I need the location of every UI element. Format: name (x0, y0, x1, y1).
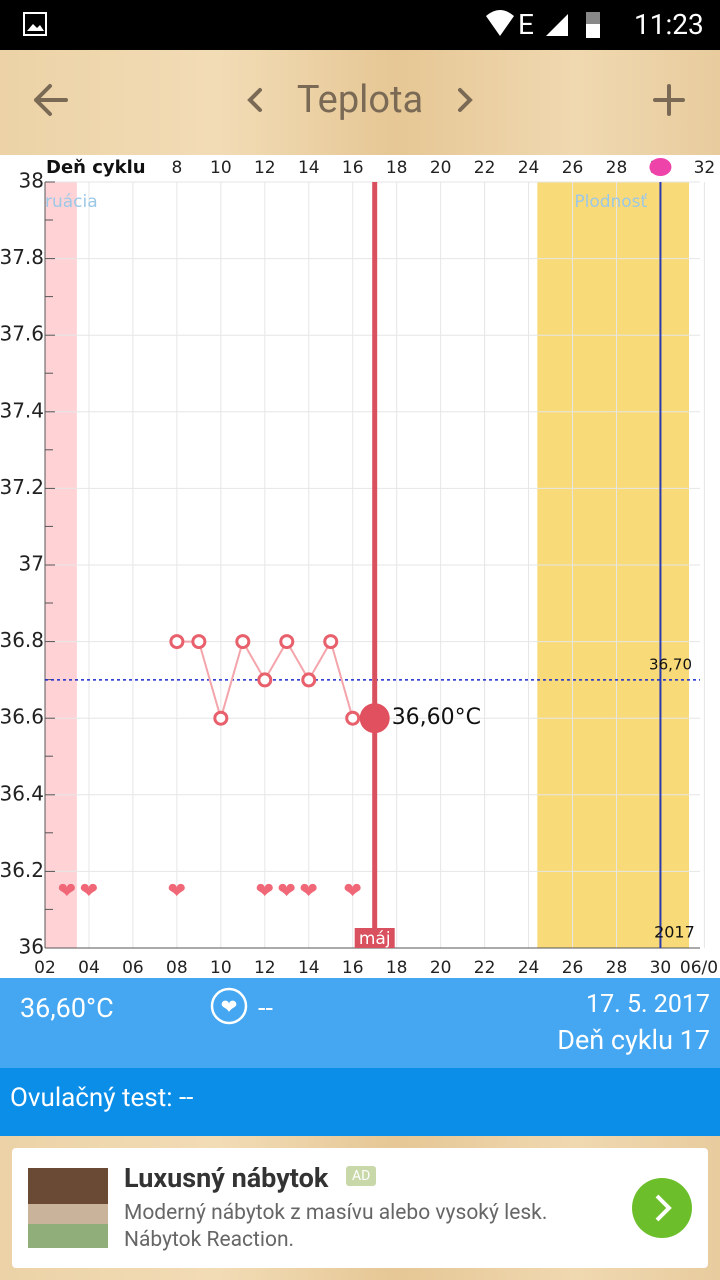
x-top-tick-label: 20 (430, 158, 452, 178)
prev-button[interactable] (247, 88, 262, 112)
x-tick-label: 28 (606, 958, 628, 978)
x-top-tick-label: 10 (210, 158, 232, 178)
temperature-line (176, 639, 375, 722)
info-panel: 36,60°C ❤ -- 17. 5. 2017 Deň cyklu 17 (0, 978, 720, 1068)
ad-card[interactable]: Luxusný nábytok AD Moderný nábytok z mas… (12, 1148, 708, 1268)
ad-go-button[interactable] (632, 1178, 692, 1238)
temperature-point (169, 634, 185, 650)
x-tick-label: 06/01 (680, 958, 720, 978)
x-tick-label: 14 (298, 958, 320, 978)
region-label: Plodnosť (574, 192, 647, 212)
y-tick-label: 36.8 (0, 628, 44, 652)
network-type: E (518, 8, 534, 41)
heart: ❤ (256, 879, 274, 904)
clock: 11:23 (634, 8, 704, 41)
x-tick-label: 22 (474, 958, 496, 978)
y-tick-label: 37 (19, 552, 44, 576)
x-top-tick-label: 24 (518, 158, 540, 178)
y-tick-label: 36.4 (0, 781, 44, 805)
temperature-point (235, 634, 251, 650)
y-tick-label: 36.6 (0, 705, 44, 729)
x-tick-label: 08 (166, 958, 188, 978)
temperature-point (345, 710, 361, 726)
y-tick-label: 37.4 (0, 398, 44, 422)
ad-line: Nábytok Reaction. (124, 1228, 295, 1252)
ad-badge: AD (346, 1166, 377, 1186)
toolbar: Teplota (0, 50, 720, 155)
region-label: ruácia (45, 192, 98, 212)
x-top-title: Deň cyklu (46, 157, 146, 178)
intercourse: -- (258, 992, 273, 1024)
heart: ❤ (168, 879, 186, 904)
month-label-bg (354, 928, 395, 948)
cover-line-label: 36,70 (649, 655, 692, 673)
toolbar-icons (34, 84, 685, 116)
y-tick-label: 37.2 (0, 475, 44, 499)
ad-area: Luxusný nábytok AD Moderný nábytok z mas… (0, 1136, 720, 1280)
temperature-point (323, 634, 339, 650)
y-tick-label: 36.2 (0, 858, 44, 882)
cycle-day: Deň cyklu 17 (557, 1024, 710, 1056)
svg-text:❤: ❤ (221, 995, 238, 1019)
x-tick-label: 04 (78, 958, 100, 978)
temperature: 36,60°C (20, 992, 114, 1024)
x-tick-label: 24 (518, 958, 540, 978)
add-button[interactable] (653, 84, 685, 116)
heart: ❤ (80, 879, 98, 904)
heart: ❤ (343, 879, 361, 904)
x-top-tick-label: 8 (171, 158, 182, 178)
x-tick-label: 20 (430, 958, 452, 978)
temperature-point (257, 672, 273, 688)
x-top-tick-label: 32 (694, 158, 716, 178)
x-top-tick-label: 18 (386, 158, 408, 178)
back-button[interactable] (34, 84, 68, 116)
x-tick-label: 12 (254, 958, 276, 978)
x-top-tick-label: 26 (562, 158, 584, 178)
status-bar: E 11:23 (0, 0, 720, 50)
temperature-point (213, 710, 229, 726)
ad-line: Moderný nábytok z masívu alebo vysoký le… (124, 1201, 548, 1225)
heart: ❤ (300, 879, 318, 904)
y-tick-label: 38 (19, 169, 44, 193)
temperature-point (301, 672, 317, 688)
x-tick-label: 16 (342, 958, 364, 978)
x-top-tick-label: 28 (606, 158, 628, 178)
heart: ❤ (58, 879, 76, 904)
next-button[interactable] (458, 88, 473, 112)
date: 17. 5. 2017 (586, 990, 710, 1019)
current-point (359, 703, 390, 734)
x-tick-label: 06 (122, 958, 144, 978)
x-top-tick-label: 22 (474, 158, 496, 178)
ovulation-panel[interactable]: Ovulačný test: -- (0, 1068, 720, 1136)
y-tick-label: 37.6 (0, 322, 44, 346)
heart-icon: ❤ (210, 987, 248, 1025)
x-top-tick-label: 14 (298, 158, 320, 178)
screen-title: Teplota (296, 78, 424, 122)
x-top-tick-label: 16 (342, 158, 364, 178)
heart: ❤ (278, 879, 296, 904)
temperature-point (191, 634, 207, 650)
x-tick-label: 30 (650, 958, 672, 978)
x-top-tick-label: 12 (254, 158, 276, 178)
y-tick-label: 37.8 (0, 245, 44, 269)
temperature-point (279, 634, 295, 650)
ovulation-test: Ovulačný test: -- (10, 1083, 194, 1113)
x-tick-label: 18 (386, 958, 408, 978)
ad-title: Luxusný nábytok (124, 1162, 329, 1194)
status-icons (23, 10, 600, 38)
x-tick-label: 02 (34, 958, 56, 978)
ad-image (28, 1168, 108, 1248)
x-tick-label: 10 (210, 958, 232, 978)
x-tick-label: 26 (562, 958, 584, 978)
ovulation-dot (649, 158, 672, 176)
chart: 02 04 06 08 10 12 14 16 18 20 22 24 26 28 30 06/01 36 36.… (0, 157, 720, 978)
year-label: 2017 (654, 923, 695, 942)
current-value-label: 36,60°C (392, 705, 481, 730)
y-tick-label: 36 (19, 935, 44, 959)
month-label: máj (359, 929, 391, 949)
